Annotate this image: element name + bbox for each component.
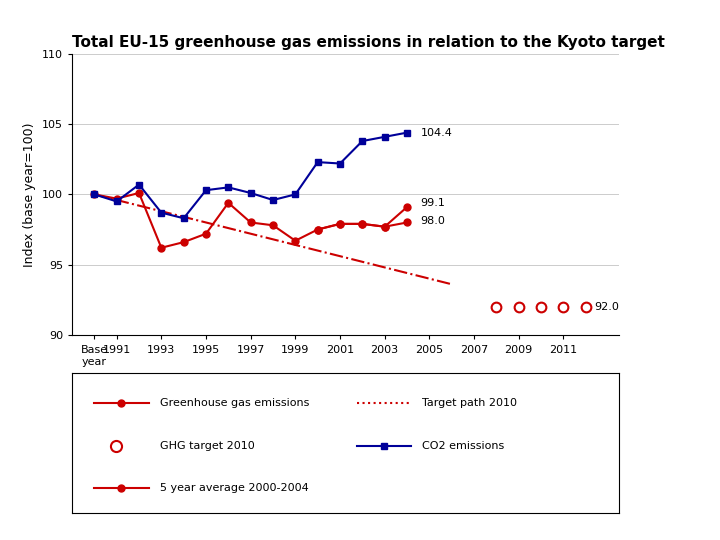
Text: 104.4: 104.4 [420, 127, 452, 138]
Text: 2007: 2007 [460, 345, 488, 355]
Text: 2009: 2009 [505, 345, 533, 355]
Text: 1997: 1997 [236, 345, 265, 355]
Text: Base: Base [81, 345, 108, 355]
Text: 2005: 2005 [415, 345, 444, 355]
Text: Greenhouse gas emissions: Greenhouse gas emissions [160, 399, 309, 408]
Text: 2001: 2001 [326, 345, 354, 355]
Text: 2003: 2003 [371, 345, 399, 355]
Text: 1993: 1993 [147, 345, 176, 355]
Text: 5 year average 2000-2004: 5 year average 2000-2004 [160, 483, 308, 492]
Text: 1991: 1991 [102, 345, 131, 355]
Text: 1999: 1999 [281, 345, 310, 355]
Text: 1995: 1995 [192, 345, 220, 355]
Text: 99.1: 99.1 [420, 198, 445, 208]
Text: 92.0: 92.0 [595, 302, 619, 312]
Text: 98.0: 98.0 [420, 216, 445, 226]
Text: Target path 2010: Target path 2010 [422, 399, 517, 408]
Text: Total EU-15 greenhouse gas emissions in relation to the Kyoto target: Total EU-15 greenhouse gas emissions in … [72, 35, 665, 50]
Text: CO2 emissions: CO2 emissions [422, 441, 505, 450]
Text: GHG target 2010: GHG target 2010 [160, 441, 254, 450]
Text: year: year [82, 357, 107, 367]
Text: 2011: 2011 [549, 345, 577, 355]
Y-axis label: Index (base year=100): Index (base year=100) [24, 122, 37, 267]
